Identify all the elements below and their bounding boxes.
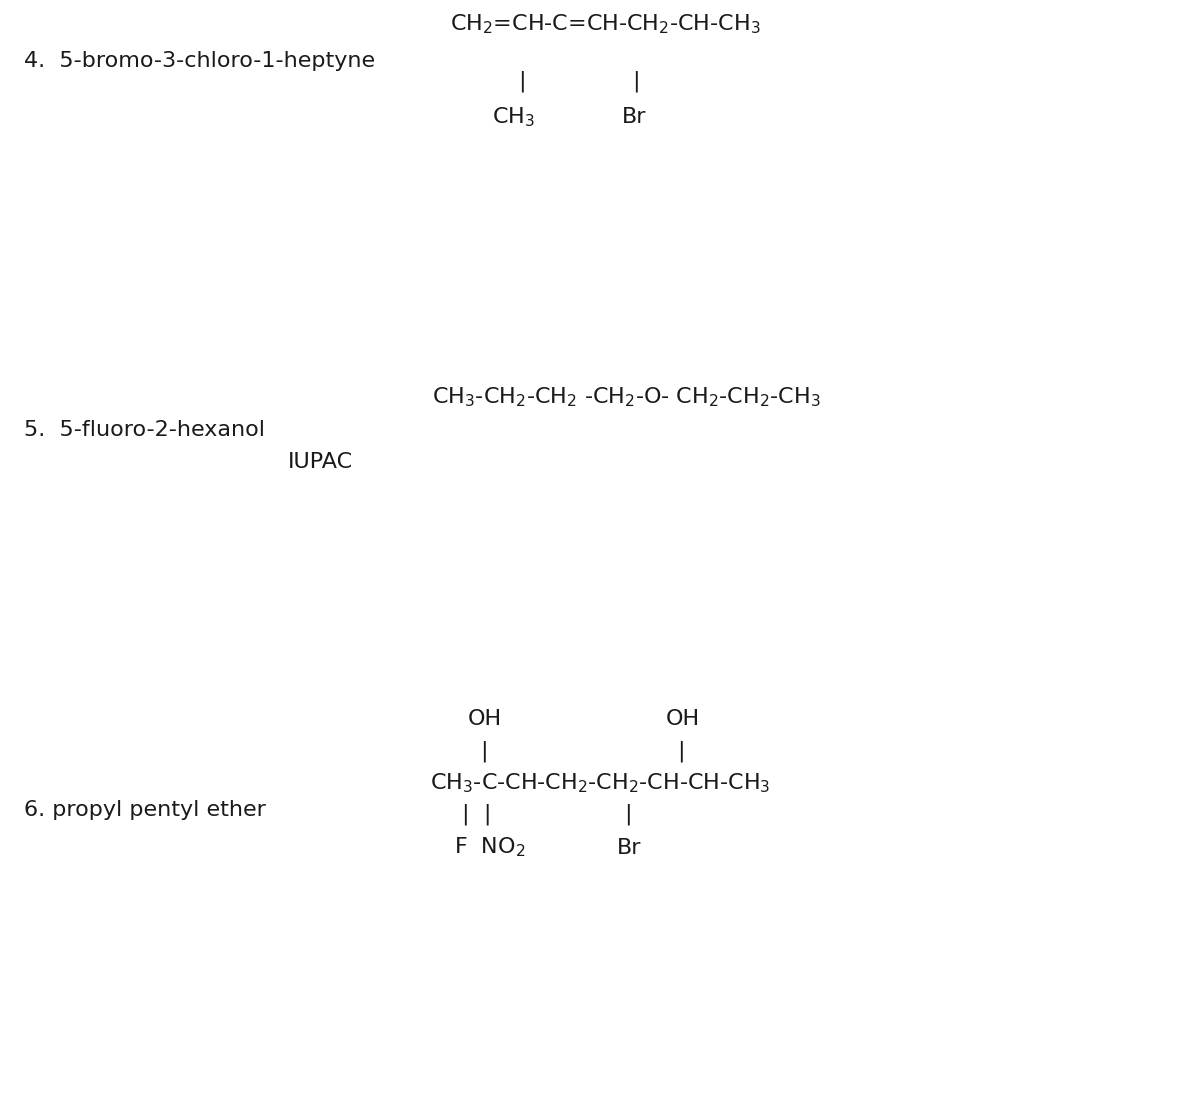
Text: CH$_3$: CH$_3$: [492, 105, 535, 130]
Text: OH: OH: [468, 709, 502, 729]
Text: |  |: | |: [462, 804, 492, 826]
Text: 5.  5-fluoro-2-hexanol: 5. 5-fluoro-2-hexanol: [24, 421, 265, 440]
Text: |: |: [518, 70, 526, 92]
Text: CH$_2$=CH-C=CH-CH$_2$-CH-CH$_3$: CH$_2$=CH-C=CH-CH$_2$-CH-CH$_3$: [450, 12, 761, 36]
Text: Br: Br: [617, 838, 641, 858]
Text: OH: OH: [666, 709, 700, 729]
Text: |: |: [480, 740, 487, 762]
Text: F  NO$_2$: F NO$_2$: [454, 836, 526, 860]
Text: |: |: [624, 804, 631, 826]
Text: IUPAC: IUPAC: [288, 452, 353, 472]
Text: 6. propyl pentyl ether: 6. propyl pentyl ether: [24, 800, 266, 820]
Text: CH$_3$-C-CH-CH$_2$-CH$_2$-CH-CH-CH$_3$: CH$_3$-C-CH-CH$_2$-CH$_2$-CH-CH-CH$_3$: [430, 771, 770, 795]
Text: |: |: [677, 740, 684, 762]
Text: |: |: [632, 70, 640, 92]
Text: 4.  5-bromo-3-chloro-1-heptyne: 4. 5-bromo-3-chloro-1-heptyne: [24, 52, 376, 71]
Text: Br: Br: [622, 108, 646, 127]
Text: CH$_3$-CH$_2$-CH$_2$ -CH$_2$-O- CH$_2$-CH$_2$-CH$_3$: CH$_3$-CH$_2$-CH$_2$ -CH$_2$-O- CH$_2$-C…: [432, 385, 821, 410]
